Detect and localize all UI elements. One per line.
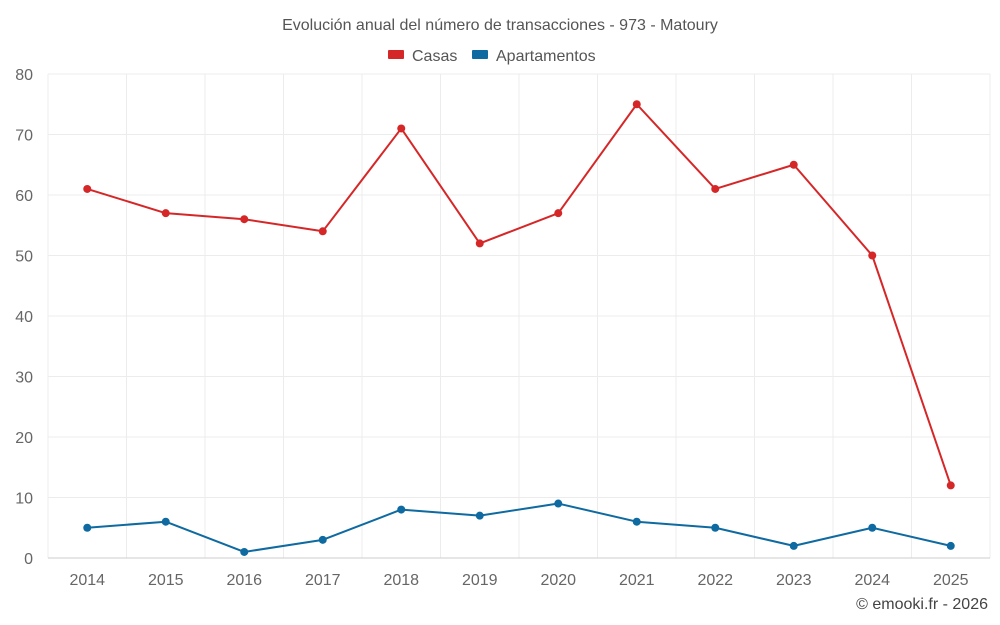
data-point-apartamentos[interactable]	[161, 517, 170, 526]
legend-label-casas[interactable]: Casas	[412, 48, 457, 65]
y-tick-label: 10	[15, 491, 33, 508]
data-point-casas[interactable]	[711, 184, 720, 193]
chart-title: Evolución anual del número de transaccio…	[282, 17, 718, 34]
x-tick-label: 2023	[776, 572, 812, 589]
data-point-apartamentos[interactable]	[946, 541, 955, 550]
data-point-apartamentos[interactable]	[318, 535, 327, 544]
data-point-casas[interactable]	[161, 209, 170, 218]
data-point-apartamentos[interactable]	[397, 505, 406, 514]
data-point-casas[interactable]	[789, 160, 798, 169]
x-tick-label: 2025	[933, 572, 969, 589]
y-tick-label: 60	[15, 188, 33, 205]
data-point-casas[interactable]	[554, 209, 563, 218]
data-point-casas[interactable]	[240, 215, 249, 224]
y-axis-ticks: 0 10 20 30 40 50 60 70 80	[15, 67, 33, 568]
x-tick-label: 2015	[148, 572, 184, 589]
y-tick-label: 40	[15, 309, 33, 326]
x-tick-label: 2024	[854, 572, 890, 589]
series-group	[83, 100, 955, 556]
data-point-apartamentos[interactable]	[711, 523, 720, 532]
legend-swatch-apartamentos	[472, 50, 488, 59]
data-point-apartamentos[interactable]	[789, 541, 798, 550]
data-point-casas[interactable]	[318, 227, 327, 236]
x-tick-label: 2020	[540, 572, 576, 589]
legend-swatch-casas	[388, 50, 404, 59]
y-tick-label: 50	[15, 249, 33, 266]
data-point-apartamentos[interactable]	[475, 511, 484, 520]
y-tick-label: 0	[24, 551, 33, 568]
y-tick-label: 80	[15, 67, 33, 84]
y-tick-label: 30	[15, 370, 33, 387]
data-point-apartamentos[interactable]	[632, 517, 641, 526]
credit-text: © emooki.fr - 2026	[856, 596, 988, 613]
data-point-apartamentos[interactable]	[868, 523, 877, 532]
legend: Casas Apartamentos	[388, 48, 596, 65]
gridlines	[47, 73, 991, 558]
data-point-casas[interactable]	[946, 481, 955, 490]
data-point-casas[interactable]	[868, 251, 877, 260]
x-tick-label: 2018	[383, 572, 419, 589]
series-line-apartamentos	[87, 502, 951, 553]
series-line-casas	[86, 103, 952, 486]
data-point-casas[interactable]	[83, 184, 92, 193]
data-point-apartamentos[interactable]	[554, 499, 563, 508]
x-tick-label: 2019	[462, 572, 498, 589]
y-tick-label: 70	[15, 128, 33, 145]
x-tick-label: 2014	[69, 572, 105, 589]
x-axis-ticks: 2014 2015 2016 2017 2018 2019 2020 2021 2022 2023…	[48, 557, 990, 589]
x-tick-label: 2017	[305, 572, 341, 589]
data-point-apartamentos[interactable]	[240, 547, 249, 556]
y-tick-label: 20	[15, 430, 33, 447]
x-tick-label: 2016	[226, 572, 262, 589]
data-point-casas[interactable]	[475, 239, 484, 248]
x-tick-label: 2022	[697, 572, 733, 589]
data-point-apartamentos[interactable]	[83, 523, 92, 532]
x-tick-label: 2021	[619, 572, 655, 589]
data-point-casas[interactable]	[397, 124, 406, 133]
data-point-casas[interactable]	[632, 100, 641, 109]
legend-label-apartamentos[interactable]: Apartamentos	[496, 48, 596, 65]
